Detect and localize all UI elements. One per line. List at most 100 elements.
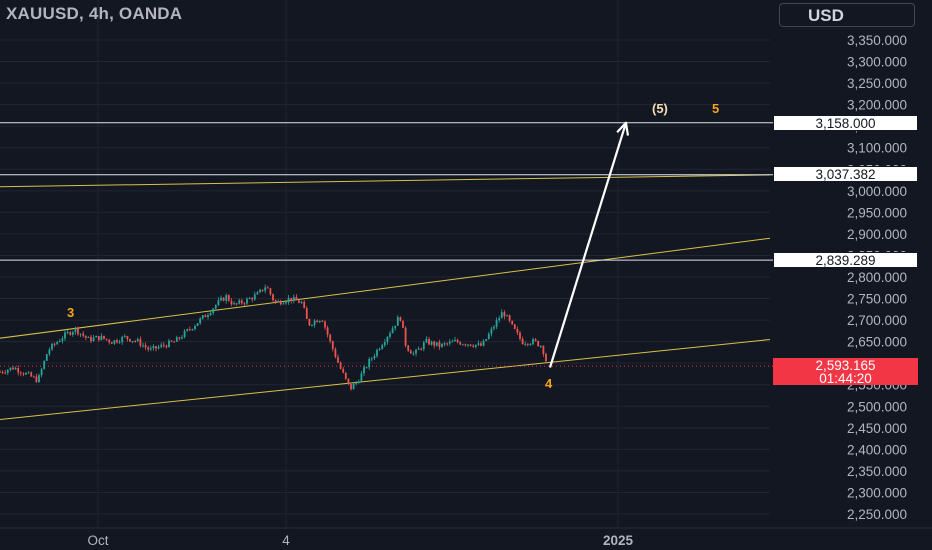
candle-body bbox=[298, 300, 300, 303]
candle-body bbox=[48, 349, 51, 355]
candle-body bbox=[225, 295, 228, 301]
last-price-tag: 2,593.165 01:44:20 bbox=[773, 358, 918, 385]
candle-body bbox=[493, 326, 495, 329]
candle-body bbox=[173, 341, 176, 343]
last-price-value: 2,593.165 bbox=[815, 358, 876, 373]
projection-arrow[interactable] bbox=[548, 121, 630, 368]
candle-body bbox=[282, 303, 285, 305]
candle-body bbox=[256, 292, 259, 295]
candle-body bbox=[103, 335, 105, 339]
candle-body bbox=[321, 320, 324, 322]
candle-body bbox=[285, 302, 287, 304]
currency-button[interactable]: USD bbox=[779, 3, 915, 27]
candle-body bbox=[240, 300, 243, 304]
candle-body bbox=[269, 288, 272, 295]
candle-body bbox=[69, 332, 72, 335]
trendline-resistance[interactable] bbox=[0, 174, 771, 188]
candle-body bbox=[519, 332, 521, 339]
candle-body bbox=[17, 367, 20, 373]
trendlines[interactable] bbox=[0, 174, 771, 421]
candle-body bbox=[467, 344, 469, 346]
bar-countdown: 01:44:20 bbox=[819, 371, 872, 386]
candle-body bbox=[459, 342, 462, 345]
candle-body bbox=[277, 300, 280, 303]
candle-body bbox=[469, 344, 472, 346]
candle-body bbox=[339, 362, 342, 369]
trendline-lower-channel[interactable] bbox=[0, 338, 771, 420]
candle-body bbox=[511, 320, 514, 325]
candle-body bbox=[175, 337, 178, 342]
y-tick-label: 2,700.000 bbox=[847, 313, 907, 328]
candle-body bbox=[542, 345, 545, 354]
candle-body bbox=[87, 337, 90, 339]
candle-body bbox=[110, 342, 113, 344]
candle-body bbox=[233, 303, 235, 305]
projection-arrow-head[interactable] bbox=[616, 121, 630, 136]
wave-label-4: 4 bbox=[545, 376, 553, 391]
candle-body bbox=[149, 348, 152, 350]
candle-body bbox=[355, 382, 358, 384]
y-axis[interactable]: 3,350.0003,300.0003,250.0003,200.0003,15… bbox=[847, 33, 907, 522]
candle-body bbox=[318, 320, 321, 323]
candle-body bbox=[495, 320, 498, 327]
candle-body bbox=[214, 305, 217, 309]
candle-body bbox=[357, 381, 360, 383]
candle-body bbox=[446, 343, 449, 345]
candle-body bbox=[430, 341, 433, 345]
candle-body bbox=[32, 376, 35, 378]
price-tag-3037: 3,037.382 bbox=[773, 166, 918, 182]
candle-body bbox=[194, 325, 196, 330]
candle-body bbox=[516, 328, 519, 333]
candle-body bbox=[534, 339, 537, 341]
candle-body bbox=[472, 345, 475, 347]
candle-body bbox=[360, 373, 363, 382]
candle-body bbox=[12, 367, 14, 370]
candle-body bbox=[417, 348, 420, 350]
projection-arrow-shaft[interactable] bbox=[548, 122, 628, 368]
candle-body bbox=[451, 341, 454, 343]
candle-body bbox=[461, 344, 464, 346]
candle-body bbox=[74, 327, 77, 332]
candle-body bbox=[40, 368, 43, 376]
candle-body bbox=[201, 315, 204, 319]
candle-body bbox=[56, 342, 59, 345]
candle-body bbox=[144, 345, 147, 348]
candle-body bbox=[383, 342, 386, 346]
x-tick-label: 2025 bbox=[603, 533, 634, 548]
candle-body bbox=[131, 341, 134, 343]
y-tick-label: 3,100.000 bbox=[847, 141, 907, 156]
candle-body bbox=[108, 339, 111, 343]
candle-body bbox=[142, 345, 144, 347]
candle-body bbox=[500, 312, 503, 319]
price-tag-3158: 3,158.000 bbox=[773, 115, 918, 131]
candle-body bbox=[482, 340, 485, 346]
trendline-upper-channel[interactable] bbox=[0, 237, 771, 339]
candle-body bbox=[329, 334, 332, 342]
candle-body bbox=[331, 341, 334, 350]
x-axis[interactable]: Oct 4 2025 bbox=[87, 533, 633, 548]
candle-body bbox=[118, 342, 121, 344]
candlestick-series[interactable] bbox=[0, 284, 547, 391]
candle-body bbox=[316, 320, 319, 323]
candle-body bbox=[396, 317, 399, 326]
candle-body bbox=[438, 342, 441, 347]
candle-body bbox=[352, 383, 355, 390]
candle-body bbox=[92, 337, 95, 342]
candle-body bbox=[38, 375, 40, 383]
candle-body bbox=[389, 333, 391, 337]
candle-body bbox=[378, 348, 381, 350]
y-tick-label: 2,300.000 bbox=[847, 485, 907, 500]
symbol-title[interactable]: XAUUSD, 4h, OANDA bbox=[6, 4, 183, 23]
candle-body bbox=[303, 301, 306, 309]
candle-body bbox=[365, 367, 368, 369]
candle-body bbox=[204, 315, 207, 318]
candle-body bbox=[435, 342, 438, 346]
candle-body bbox=[4, 372, 7, 374]
horizontal-levels[interactable] bbox=[0, 122, 773, 367]
candle-body bbox=[498, 318, 501, 321]
candle-body bbox=[35, 376, 38, 383]
y-tick-label: 3,000.000 bbox=[847, 184, 907, 199]
candle-body bbox=[295, 296, 298, 301]
candle-body bbox=[246, 298, 248, 304]
